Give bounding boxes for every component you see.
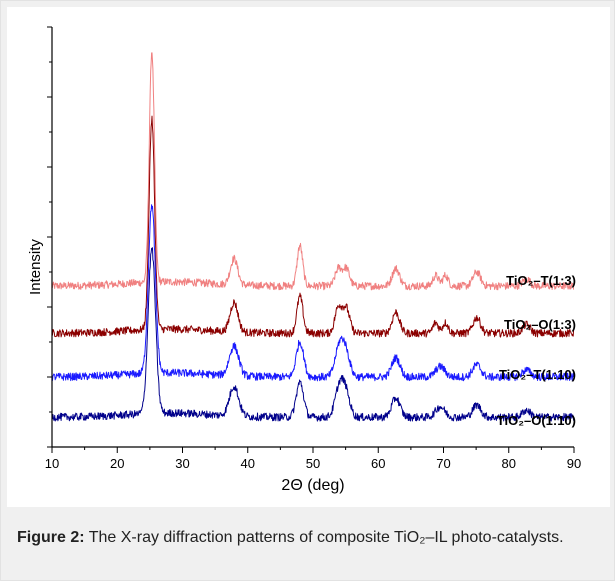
x-tick-label: 20 [110,456,124,471]
x-tick-label: 50 [306,456,320,471]
series-label-0: TiO₂–T(1:3) [506,273,576,288]
x-tick-label: 90 [567,456,581,471]
caption-label: Figure 2: [17,529,85,546]
x-tick-label: 70 [436,456,450,471]
caption-text: The X-ray diffraction patterns of compos… [88,529,564,546]
series-line-2 [51,204,575,382]
x-tick-label: 60 [371,456,385,471]
x-tick-label: 40 [241,456,255,471]
figure-caption: Figure 2: The X-ray diffraction patterns… [17,527,602,549]
series-label-3: TiO₂–O(1:10) [497,413,576,428]
series-line-1 [51,115,575,338]
x-tick-label: 30 [175,456,189,471]
series-label-1: TiO₂–O(1:3) [504,317,576,332]
x-tick-label: 80 [502,456,516,471]
x-axis-label: 2Θ (deg) [281,477,344,494]
y-axis-label: Intensity [27,239,44,295]
series-label-2: TiO₂–T(1:10) [499,367,576,382]
x-tick-label: 10 [45,456,59,471]
xrd-chart: 10 20 30 40 50 60 70 80 90 2Θ (deg) Intensity TiO₂–… [27,26,581,494]
plot-panel: 10 20 30 40 50 60 70 80 90 2Θ (deg) Intensity TiO₂–… [7,7,610,507]
series-line-3 [51,247,575,422]
series-line-0 [51,52,575,291]
